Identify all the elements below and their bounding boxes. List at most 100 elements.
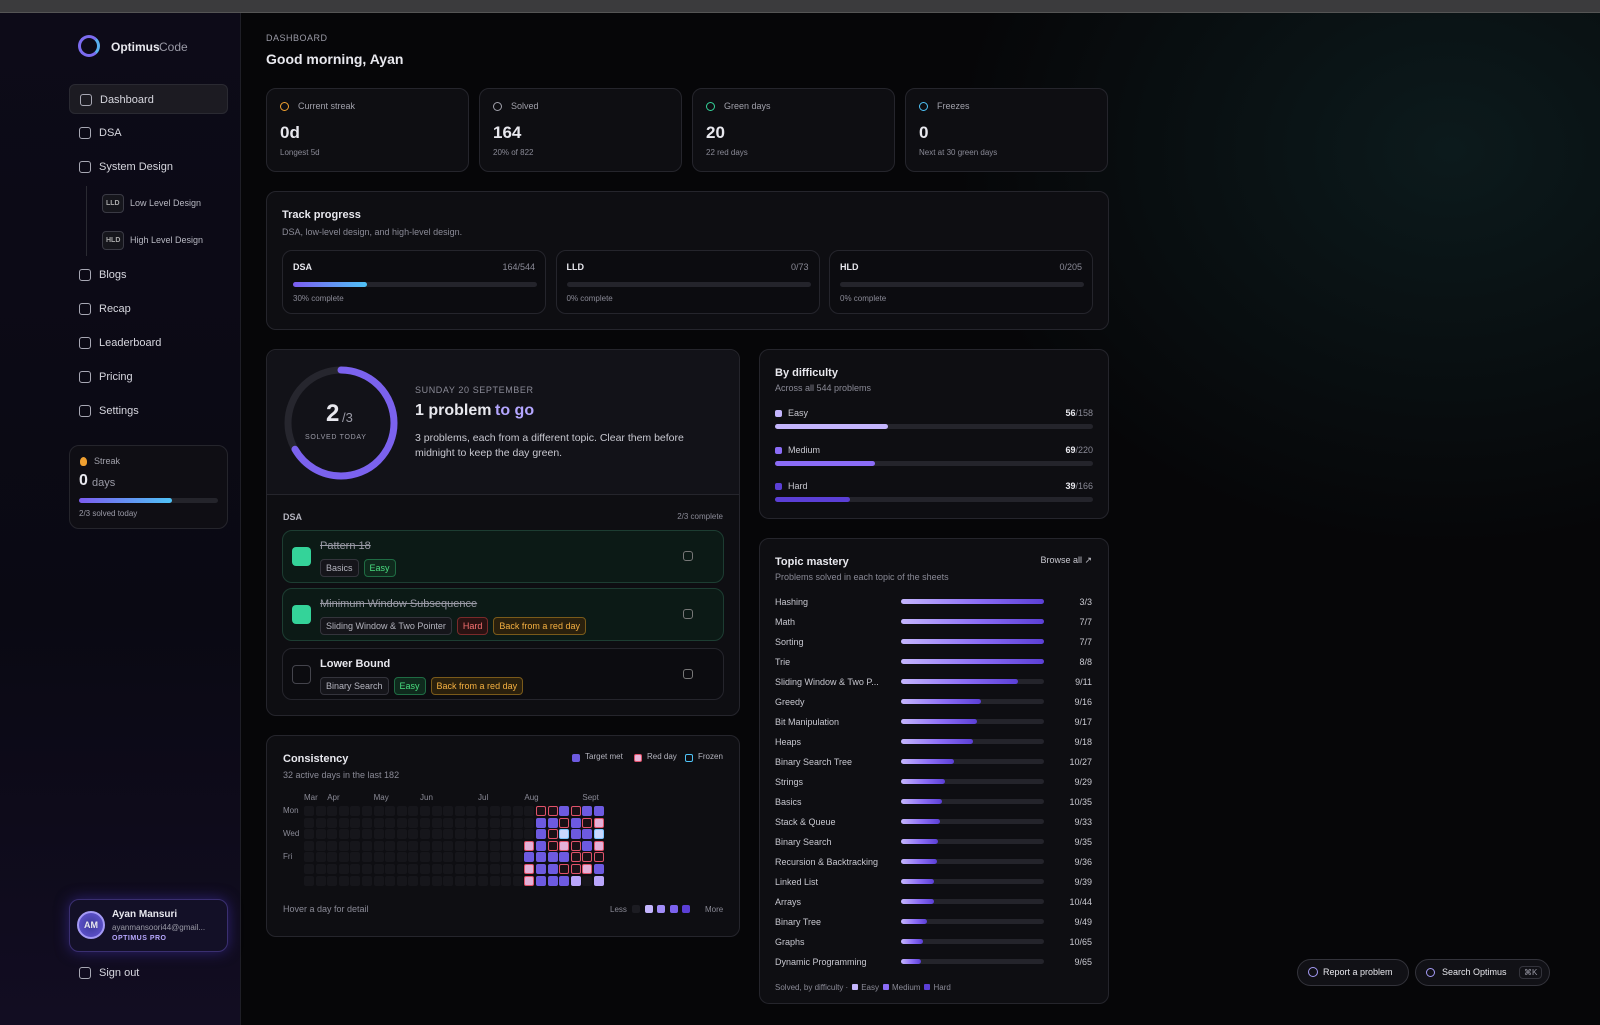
day-cell[interactable] — [466, 852, 477, 863]
day-cell[interactable] — [512, 817, 523, 828]
day-cell[interactable] — [420, 840, 430, 851]
day-cell[interactable] — [443, 829, 454, 840]
search-button[interactable]: Search Optimus ⌘K — [1415, 959, 1550, 986]
day-cell[interactable] — [315, 852, 326, 863]
day-cell[interactable] — [489, 817, 500, 828]
day-cell[interactable] — [420, 806, 430, 816]
day-cell[interactable] — [350, 875, 361, 886]
day-cell[interactable] — [594, 817, 604, 828]
day-cell[interactable] — [536, 864, 546, 874]
day-cell[interactable] — [501, 840, 512, 851]
day-cell[interactable] — [524, 875, 535, 886]
nav-item[interactable]: System Design — [69, 152, 228, 182]
problem-row[interactable]: Pattern 18 Basics Easy — [282, 530, 724, 583]
day-cell[interactable] — [362, 852, 372, 863]
day-cell[interactable] — [338, 875, 349, 886]
day-cell[interactable] — [443, 875, 454, 886]
day-cell[interactable] — [478, 864, 488, 874]
day-cell[interactable] — [420, 817, 430, 828]
day-cell[interactable] — [304, 806, 314, 816]
day-cell[interactable] — [315, 817, 326, 828]
problem-checkbox[interactable] — [292, 665, 311, 684]
day-cell[interactable] — [408, 806, 419, 816]
day-cell[interactable] — [373, 864, 384, 874]
day-cell[interactable] — [547, 829, 558, 840]
day-cell[interactable] — [315, 806, 326, 816]
day-cell[interactable] — [466, 875, 477, 886]
day-cell[interactable] — [304, 864, 314, 874]
day-cell[interactable] — [373, 875, 384, 886]
nav-item[interactable]: Settings — [69, 396, 228, 426]
day-cell[interactable] — [338, 840, 349, 851]
day-cell[interactable] — [478, 829, 488, 840]
day-cell[interactable] — [478, 875, 488, 886]
problem-action[interactable] — [683, 609, 693, 619]
day-cell[interactable] — [327, 875, 338, 886]
day-cell[interactable] — [478, 817, 488, 828]
nav-item[interactable]: Blogs — [69, 260, 228, 290]
day-cell[interactable] — [454, 875, 465, 886]
day-cell[interactable] — [512, 829, 523, 840]
day-cell[interactable] — [373, 806, 384, 816]
day-cell[interactable] — [362, 829, 372, 840]
day-cell[interactable] — [443, 806, 454, 816]
day-cell[interactable] — [315, 875, 326, 886]
day-cell[interactable] — [385, 817, 396, 828]
nav-item[interactable]: DSA — [69, 118, 228, 148]
day-cell[interactable] — [524, 817, 535, 828]
problem-row[interactable]: Lower Bound Binary Search Easy Back from a … — [282, 648, 724, 700]
day-cell[interactable] — [536, 852, 546, 863]
day-cell[interactable] — [489, 829, 500, 840]
day-cell[interactable] — [524, 840, 535, 851]
day-cell[interactable] — [350, 840, 361, 851]
day-cell[interactable] — [501, 829, 512, 840]
day-cell[interactable] — [570, 817, 581, 828]
day-cell[interactable] — [570, 864, 581, 874]
day-cell[interactable] — [536, 840, 546, 851]
day-cell[interactable] — [396, 875, 407, 886]
day-cell[interactable] — [385, 829, 396, 840]
day-cell[interactable] — [501, 875, 512, 886]
day-cell[interactable] — [524, 806, 535, 816]
day-cell[interactable] — [547, 875, 558, 886]
day-cell[interactable] — [582, 875, 593, 886]
day-cell[interactable] — [396, 806, 407, 816]
day-cell[interactable] — [466, 806, 477, 816]
day-cell[interactable] — [420, 829, 430, 840]
day-cell[interactable] — [443, 817, 454, 828]
day-cell[interactable] — [489, 852, 500, 863]
day-cell[interactable] — [304, 829, 314, 840]
day-cell[interactable] — [501, 817, 512, 828]
day-cell[interactable] — [315, 840, 326, 851]
day-cell[interactable] — [408, 852, 419, 863]
day-cell[interactable] — [582, 806, 593, 816]
day-cell[interactable] — [594, 840, 604, 851]
day-cell[interactable] — [559, 852, 570, 863]
day-cell[interactable] — [350, 806, 361, 816]
day-cell[interactable] — [559, 875, 570, 886]
day-cell[interactable] — [536, 817, 546, 828]
day-cell[interactable] — [466, 829, 477, 840]
day-cell[interactable] — [327, 840, 338, 851]
day-cell[interactable] — [512, 806, 523, 816]
day-cell[interactable] — [501, 806, 512, 816]
day-cell[interactable] — [582, 864, 593, 874]
day-cell[interactable] — [454, 829, 465, 840]
day-cell[interactable] — [559, 829, 570, 840]
day-cell[interactable] — [385, 864, 396, 874]
day-cell[interactable] — [489, 864, 500, 874]
day-cell[interactable] — [327, 864, 338, 874]
day-cell[interactable] — [431, 840, 442, 851]
day-cell[interactable] — [454, 840, 465, 851]
problem-action[interactable] — [683, 551, 693, 561]
day-cell[interactable] — [373, 852, 384, 863]
day-cell[interactable] — [431, 852, 442, 863]
day-cell[interactable] — [547, 806, 558, 816]
day-cell[interactable] — [385, 852, 396, 863]
day-cell[interactable] — [478, 840, 488, 851]
day-cell[interactable] — [524, 864, 535, 874]
day-cell[interactable] — [594, 852, 604, 863]
day-cell[interactable] — [443, 864, 454, 874]
day-cell[interactable] — [373, 829, 384, 840]
day-cell[interactable] — [512, 864, 523, 874]
